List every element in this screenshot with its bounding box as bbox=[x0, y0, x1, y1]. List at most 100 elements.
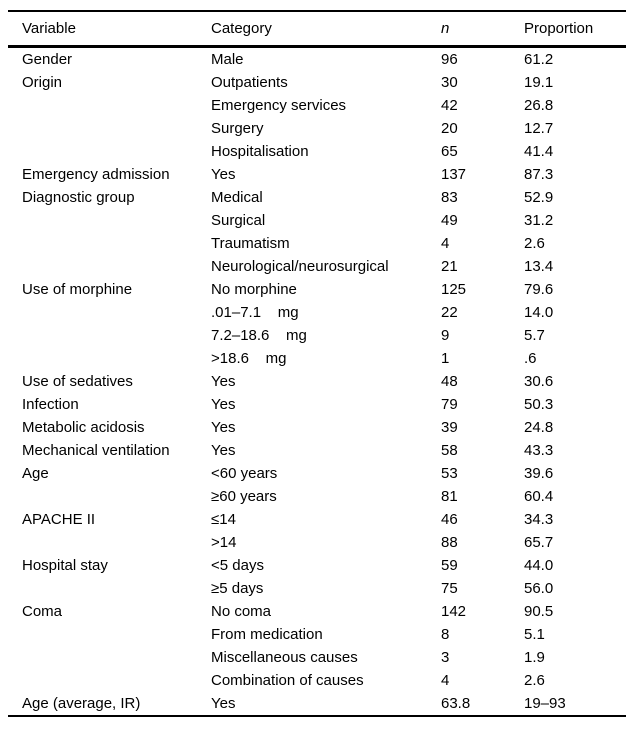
n-cell: 4 bbox=[441, 235, 450, 252]
table-row: Diagnostic group Medical 83 52.9 bbox=[8, 186, 626, 209]
category-cell: No coma bbox=[211, 603, 272, 620]
proportion-cell: 34.3 bbox=[524, 511, 554, 528]
category-cell: <60 years bbox=[211, 465, 278, 482]
proportion-cell: 1.9 bbox=[524, 649, 545, 666]
n-cell: 79 bbox=[441, 396, 458, 413]
variable-cell: Use of morphine bbox=[22, 281, 133, 298]
variable-cell bbox=[8, 623, 211, 646]
table-row: Surgical 49 31.2 bbox=[8, 209, 626, 232]
n-cell: 81 bbox=[441, 488, 458, 505]
category-cell: Surgery bbox=[211, 120, 264, 137]
proportion-cell: 5.1 bbox=[524, 626, 545, 643]
proportion-cell: 30.6 bbox=[524, 373, 554, 390]
table-row: ≥60 years 81 60.4 bbox=[8, 485, 626, 508]
proportion-cell: 24.8 bbox=[524, 419, 554, 436]
proportion-cell: 56.0 bbox=[524, 580, 554, 597]
proportion-cell: 79.6 bbox=[524, 281, 554, 298]
variable-cell bbox=[8, 347, 211, 370]
category-cell: No morphine bbox=[211, 281, 297, 298]
variable-cell bbox=[8, 669, 211, 692]
category-cell: Outpatients bbox=[211, 74, 288, 91]
variable-cell bbox=[8, 232, 211, 255]
col-header-category: Category bbox=[211, 10, 441, 48]
n-cell: 125 bbox=[441, 281, 467, 298]
n-cell: 3 bbox=[441, 649, 450, 666]
table-row: Coma No coma 142 90.5 bbox=[8, 600, 626, 623]
col-header-proportion: Proportion bbox=[524, 10, 626, 48]
table-row: >18.6 mg 1 .6 bbox=[8, 347, 626, 370]
variable-cell bbox=[8, 140, 211, 163]
variable-cell bbox=[8, 301, 211, 324]
category-cell: <5 days bbox=[211, 557, 264, 574]
proportion-cell: 19.1 bbox=[524, 74, 554, 91]
variable-cell bbox=[8, 255, 211, 278]
variable-cell: Diagnostic group bbox=[22, 189, 135, 206]
proportion-cell: 41.4 bbox=[524, 143, 554, 160]
header-row: Variable Category n Proportion bbox=[8, 10, 626, 48]
n-cell: 137 bbox=[441, 166, 467, 183]
proportion-cell: 14.0 bbox=[524, 304, 554, 321]
n-cell: 4 bbox=[441, 672, 450, 689]
table-row: Miscellaneous causes 3 1.9 bbox=[8, 646, 626, 669]
table-row: From medication 8 5.1 bbox=[8, 623, 626, 646]
variable-cell: Use of sedatives bbox=[22, 373, 133, 390]
n-cell: 22 bbox=[441, 304, 458, 321]
table-row: Neurological/neurosurgical 21 13.4 bbox=[8, 255, 626, 278]
proportion-cell: 2.6 bbox=[524, 235, 545, 252]
category-cell: >14 bbox=[211, 534, 237, 551]
table-row: Use of morphine No morphine 125 79.6 bbox=[8, 278, 626, 301]
n-cell: 1 bbox=[441, 350, 450, 367]
variable-cell: Hospital stay bbox=[22, 557, 108, 574]
n-cell: 9 bbox=[441, 327, 450, 344]
variable-cell bbox=[8, 209, 211, 232]
category-cell: ≥60 years bbox=[211, 488, 277, 505]
variable-cell bbox=[8, 117, 211, 140]
variable-cell: APACHE II bbox=[22, 511, 96, 528]
category-cell: Yes bbox=[211, 419, 236, 436]
n-cell: 30 bbox=[441, 74, 458, 91]
proportion-cell: 65.7 bbox=[524, 534, 554, 551]
category-cell: 7.2–18.6 mg bbox=[211, 327, 307, 344]
n-cell: 42 bbox=[441, 97, 458, 114]
table-row: Gender Male 96 61.2 bbox=[8, 47, 626, 72]
variable-cell bbox=[8, 646, 211, 669]
n-cell: 49 bbox=[441, 212, 458, 229]
table-row: .01–7.1 mg 22 14.0 bbox=[8, 301, 626, 324]
variable-cell bbox=[8, 485, 211, 508]
n-cell: 8 bbox=[441, 626, 450, 643]
table-row: Age (average, IR) Yes 63.8 19–93 bbox=[8, 692, 626, 717]
n-cell: 39 bbox=[441, 419, 458, 436]
category-cell: Surgical bbox=[211, 212, 266, 229]
n-cell: 63.8 bbox=[441, 692, 524, 717]
n-cell: 96 bbox=[441, 51, 458, 68]
category-cell: Yes bbox=[211, 692, 441, 717]
table-row: Origin Outpatients 30 19.1 bbox=[8, 71, 626, 94]
table-row: Use of sedatives Yes 48 30.6 bbox=[8, 370, 626, 393]
category-cell: ≤14 bbox=[211, 511, 236, 528]
proportion-cell: 12.7 bbox=[524, 120, 554, 137]
proportion-cell: 19–93 bbox=[524, 692, 626, 717]
proportion-cell: 39.6 bbox=[524, 465, 554, 482]
proportion-cell: 87.3 bbox=[524, 166, 554, 183]
category-cell: Medical bbox=[211, 189, 263, 206]
variable-cell: Metabolic acidosis bbox=[22, 419, 145, 436]
category-cell: .01–7.1 mg bbox=[211, 304, 299, 321]
table-body: Gender Male 96 61.2 Origin Outpatients 3… bbox=[8, 47, 626, 717]
variable-cell: Emergency admission bbox=[22, 166, 170, 183]
proportion-cell: 90.5 bbox=[524, 603, 554, 620]
proportion-cell: 2.6 bbox=[524, 672, 545, 689]
proportion-cell: 31.2 bbox=[524, 212, 554, 229]
n-cell: 75 bbox=[441, 580, 458, 597]
col-header-variable: Variable bbox=[8, 10, 211, 48]
descriptive-statistics-table: Variable Category n Proportion Gender Ma… bbox=[8, 10, 626, 717]
page: Variable Category n Proportion Gender Ma… bbox=[0, 10, 634, 717]
proportion-cell: .6 bbox=[524, 350, 537, 367]
table-row: >14 88 65.7 bbox=[8, 531, 626, 554]
variable-cell bbox=[8, 94, 211, 117]
table-row: Hospitalisation 65 41.4 bbox=[8, 140, 626, 163]
table-row: Metabolic acidosis Yes 39 24.8 bbox=[8, 416, 626, 439]
category-cell: Yes bbox=[211, 373, 236, 390]
table-row: Hospital stay <5 days 59 44.0 bbox=[8, 554, 626, 577]
variable-cell bbox=[8, 324, 211, 347]
variable-cell bbox=[8, 577, 211, 600]
